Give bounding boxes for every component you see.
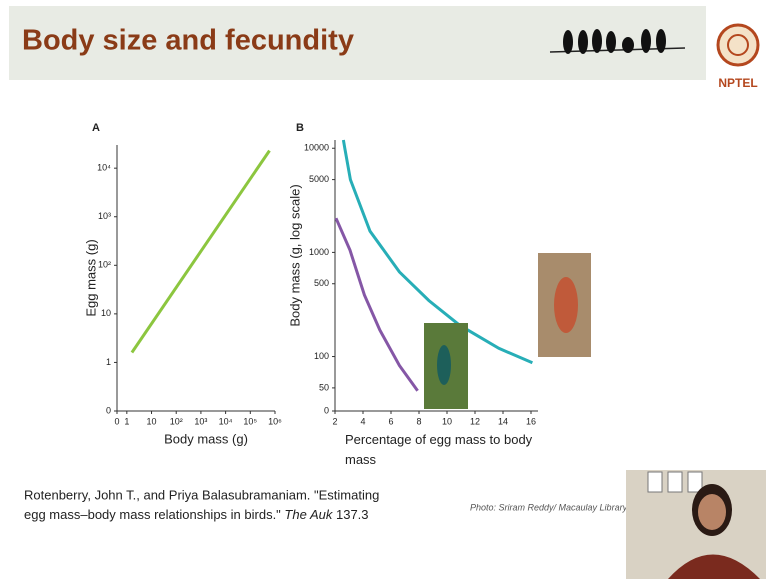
y-tick-label: 100 xyxy=(314,351,329,361)
y-tick-label: 1 xyxy=(106,357,111,367)
x-tick-label: 1 xyxy=(124,416,129,426)
x-tick-label: 10⁴ xyxy=(219,416,233,426)
photo-bird xyxy=(554,277,578,333)
y-tick-label: 0 xyxy=(324,405,329,415)
data-line xyxy=(334,217,419,392)
x-tick-label: 4 xyxy=(360,416,365,426)
y-axis-label: Body mass (g, log scale) xyxy=(287,184,302,326)
x-tick-label: 10 xyxy=(442,416,452,426)
x-tick-label: 10 xyxy=(147,416,157,426)
x-tick-label: 6 xyxy=(388,416,393,426)
y-tick-label: 10² xyxy=(98,260,111,270)
x-tick-label: 16 xyxy=(526,416,536,426)
y-tick-label: 10000 xyxy=(304,143,329,153)
photo-bird xyxy=(437,345,451,385)
x-tick-label: 8 xyxy=(416,416,421,426)
webcam xyxy=(626,470,766,579)
x-axis-label: Percentage of egg mass to body mass xyxy=(345,432,533,467)
data-line xyxy=(341,139,533,365)
y-tick-label: 500 xyxy=(314,278,329,288)
x-tick-label: 14 xyxy=(498,416,508,426)
logo-text: NPTEL xyxy=(718,76,757,90)
x-tick-label: 2 xyxy=(332,416,337,426)
y-tick-label: 10 xyxy=(101,308,111,318)
x-tick-label: 12 xyxy=(470,416,480,426)
slide-title: Body size and fecundity xyxy=(22,25,354,57)
x-tick-label: 10³ xyxy=(194,416,207,426)
y-tick-label: 10⁴ xyxy=(97,163,111,173)
panel-label: A xyxy=(92,122,100,134)
x-tick-label: 10² xyxy=(170,416,183,426)
data-line xyxy=(130,149,271,354)
x-tick-label: 10⁵ xyxy=(243,416,257,426)
y-tick-label: 0 xyxy=(106,405,111,415)
y-tick-label: 50 xyxy=(319,382,329,392)
citation-journal: The Auk xyxy=(284,507,333,522)
photo-credit: Photo: Sriram Reddy/ Macaulay Library a xyxy=(470,502,635,512)
panel-label: B xyxy=(296,122,304,134)
y-tick-label: 10³ xyxy=(98,211,111,221)
x-tick-label: 10⁶ xyxy=(268,416,282,426)
nptel-logo: NPTEL xyxy=(716,23,760,90)
y-tick-label: 1000 xyxy=(309,247,329,257)
y-tick-label: 5000 xyxy=(309,174,329,184)
x-axis-label-line: Percentage of egg mass to body xyxy=(345,432,533,447)
x-axis-label-line: mass xyxy=(345,452,377,467)
birds-on-wire xyxy=(549,29,686,54)
x-tick-label: 0 xyxy=(114,416,119,426)
citation-line: Rotenberry, John T., and Priya Balasubra… xyxy=(24,487,379,502)
citation-line: egg mass–body mass relationships in bird… xyxy=(24,507,369,522)
title-bar xyxy=(9,6,706,80)
x-axis-label: Body mass (g) xyxy=(164,431,248,446)
citation-volume: 137.3 xyxy=(336,507,369,522)
citation-title: egg mass–body mass relationships in bird… xyxy=(24,507,281,522)
y-axis-label: Egg mass (g) xyxy=(83,239,98,316)
